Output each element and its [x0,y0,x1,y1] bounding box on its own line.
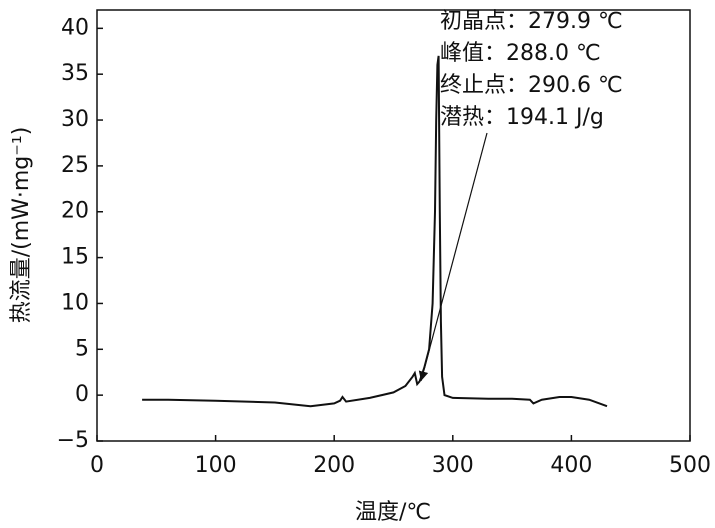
annotation: 初晶点：279.9 ℃ [440,9,623,34]
y-tick-label: 25 [61,153,89,178]
annotation: 终止点：290.6 ℃ [440,73,623,98]
y-tick-label: 15 [61,245,89,270]
plot-frame [96,9,691,442]
x-tick-label: 300 [432,453,474,478]
x-tick-label: 0 [90,453,104,478]
annotation: 潜热：194.1 J/g [440,105,604,130]
y-tick-label: 10 [61,290,89,315]
curve [142,55,608,408]
x-axis-label: 温度/℃ [355,500,431,525]
x-tick-label: 200 [313,453,355,478]
y-tick-label: 0 [75,382,89,407]
annotation: 峰值：288.0 ℃ [440,41,601,66]
x-tick-label: 500 [669,453,711,478]
y-tick-label: 40 [61,15,89,40]
x-tick-label: 100 [195,453,237,478]
y-tick-label: 35 [61,61,89,86]
y-axis-label: 热流量/(mW·mg⁻¹) [9,127,34,324]
y-tick-label: −5 [57,428,89,453]
y-tick-label: 30 [61,107,89,132]
x-tick-label: 400 [550,453,592,478]
annotation-arrow [418,132,488,382]
y-tick-label: 5 [75,336,89,361]
y-tick-label: 20 [61,199,89,224]
